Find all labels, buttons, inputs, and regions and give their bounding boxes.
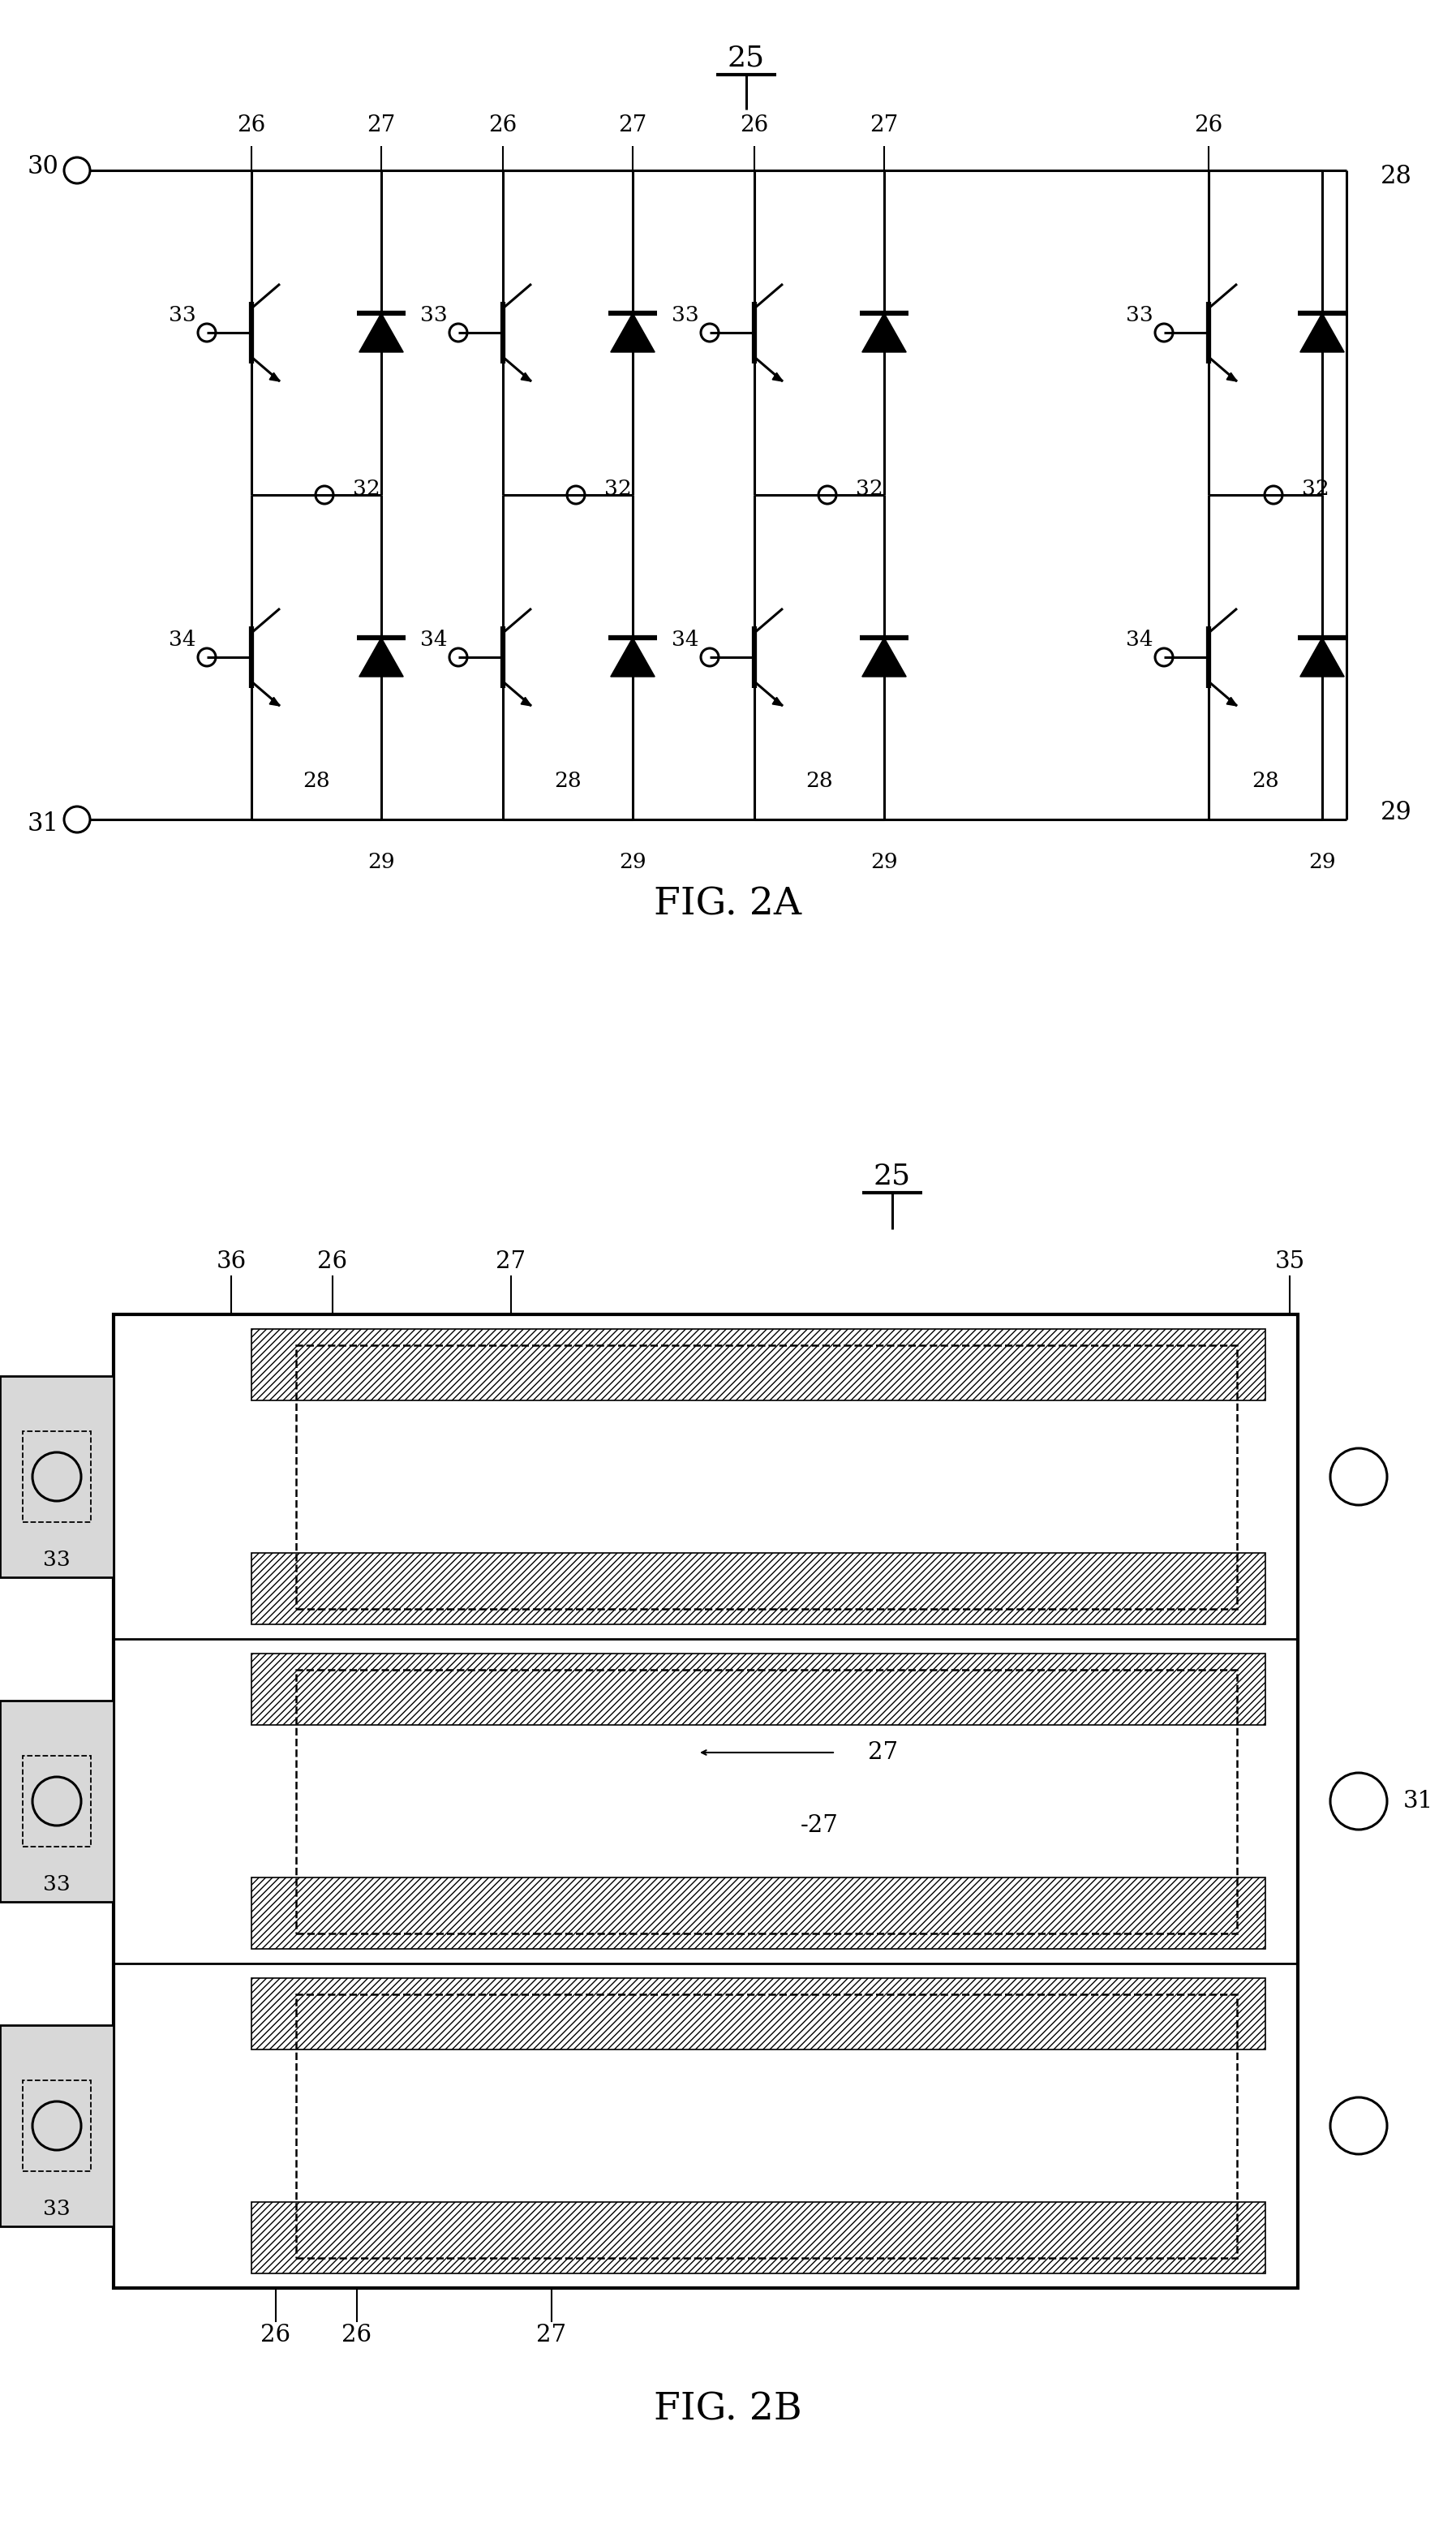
Text: -27: -27: [801, 1813, 839, 1836]
Text: 26: 26: [1194, 114, 1223, 137]
Text: 31: 31: [28, 812, 58, 837]
Bar: [252, 1330, 1265, 1401]
Text: 28: 28: [555, 771, 581, 792]
Text: 32: 32: [856, 478, 884, 498]
Text: 25: 25: [728, 46, 764, 73]
Text: 27: 27: [619, 114, 646, 137]
Polygon shape: [772, 698, 783, 706]
Text: 26: 26: [237, 114, 266, 137]
Text: 36: 36: [215, 1249, 246, 1272]
Text: 31: 31: [1404, 1791, 1433, 1813]
Bar: [252, 1877, 1265, 1950]
Polygon shape: [610, 314, 655, 352]
Text: 33: 33: [169, 303, 197, 324]
Polygon shape: [269, 698, 280, 706]
Text: 32: 32: [352, 478, 380, 498]
Text: 26: 26: [342, 2324, 371, 2347]
Polygon shape: [862, 314, 906, 352]
Text: 26: 26: [489, 114, 517, 137]
Text: 27: 27: [367, 114, 396, 137]
Text: 35: 35: [1274, 1249, 1305, 1272]
Text: 29: 29: [619, 852, 646, 873]
Bar: [296, 1995, 1238, 2258]
Bar: [252, 2203, 1265, 2274]
Text: 27: 27: [868, 1740, 898, 1763]
Bar: [23, 2081, 90, 2170]
Polygon shape: [1300, 314, 1344, 352]
Bar: [114, 1315, 1297, 2289]
Text: 28: 28: [303, 771, 331, 792]
Polygon shape: [1300, 637, 1344, 678]
Polygon shape: [521, 698, 531, 706]
Text: 28: 28: [1252, 771, 1278, 792]
Text: 25: 25: [874, 1163, 911, 1191]
Text: 33: 33: [1125, 303, 1153, 324]
Polygon shape: [862, 637, 906, 678]
Polygon shape: [269, 372, 280, 382]
Polygon shape: [610, 637, 655, 678]
Polygon shape: [772, 372, 783, 382]
Bar: [252, 1553, 1265, 1624]
Polygon shape: [360, 314, 403, 352]
Bar: [23, 1431, 90, 1522]
Bar: [252, 1654, 1265, 1725]
Text: 29: 29: [1309, 852, 1335, 873]
Text: 30: 30: [28, 154, 58, 180]
Bar: [296, 1345, 1238, 1608]
Text: FIG. 2A: FIG. 2A: [654, 885, 801, 923]
Text: 33: 33: [44, 1874, 70, 1894]
Text: 34: 34: [169, 630, 197, 650]
Text: 34: 34: [671, 630, 699, 650]
Bar: [23, 1755, 90, 1846]
Polygon shape: [1226, 372, 1238, 382]
Text: 28: 28: [805, 771, 833, 792]
Text: 34: 34: [421, 630, 447, 650]
Text: 33: 33: [671, 303, 699, 324]
Text: 26: 26: [317, 1249, 348, 1272]
Text: 27: 27: [536, 2324, 566, 2347]
Text: FIG. 2B: FIG. 2B: [654, 2392, 802, 2428]
Text: 33: 33: [44, 1550, 70, 1571]
Text: 34: 34: [1125, 630, 1153, 650]
Text: 26: 26: [740, 114, 769, 137]
Text: 27: 27: [496, 1249, 526, 1272]
Text: 27: 27: [869, 114, 898, 137]
Text: 29: 29: [367, 852, 395, 873]
Bar: [0, 1376, 114, 1578]
Text: 32: 32: [1302, 478, 1329, 498]
Polygon shape: [521, 372, 531, 382]
Text: 32: 32: [604, 478, 632, 498]
Text: 28: 28: [1380, 164, 1412, 190]
Bar: [296, 1669, 1238, 1935]
Bar: [0, 1699, 114, 1902]
Text: 29: 29: [1380, 799, 1412, 824]
Text: 33: 33: [421, 303, 447, 324]
Polygon shape: [360, 637, 403, 678]
Text: 26: 26: [261, 2324, 291, 2347]
Bar: [0, 2026, 114, 2226]
Text: 29: 29: [871, 852, 898, 873]
Text: 33: 33: [44, 2198, 70, 2218]
Bar: [252, 1978, 1265, 2048]
Polygon shape: [1226, 698, 1238, 706]
